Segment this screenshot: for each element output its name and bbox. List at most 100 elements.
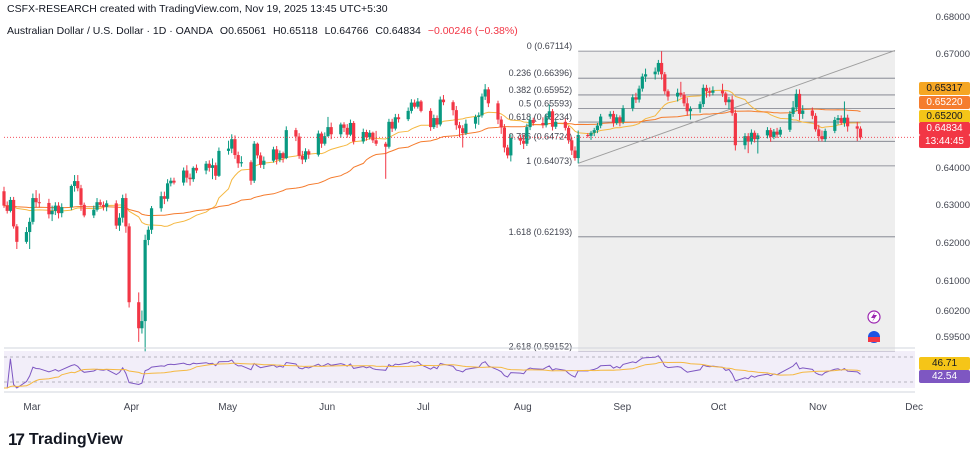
candle-body: [297, 136, 301, 156]
close-value: C0.64834: [375, 25, 421, 37]
candle-body: [416, 101, 420, 107]
candle-body: [284, 130, 288, 159]
price-tick-label: 0.60200: [935, 306, 970, 318]
candle-body: [28, 221, 32, 233]
candle-body: [846, 117, 850, 127]
candle-body: [547, 111, 551, 118]
fib-level-label: 1.618 (0.62193): [509, 227, 573, 237]
candle-body: [621, 108, 625, 122]
candle-body: [412, 102, 417, 107]
candle-body: [281, 153, 285, 159]
candle-body: [794, 93, 798, 108]
price-tick-label: 0.63000: [935, 200, 970, 212]
candle-body: [528, 119, 532, 128]
candle-body: [480, 96, 484, 116]
fib-level-label: 0.786 (0.64724): [509, 131, 573, 141]
candle-body: [704, 87, 709, 92]
candle-body: [743, 136, 747, 146]
candle-body: [724, 93, 728, 103]
candle-body: [371, 132, 375, 141]
candle-body: [188, 177, 192, 180]
rsi-ma-line: [4, 361, 861, 389]
candle-body: [589, 132, 593, 136]
candle-body: [842, 117, 847, 123]
candle-body: [708, 91, 712, 93]
candle-body: [249, 162, 253, 181]
time-tick-label: Dec: [905, 402, 924, 413]
candle-body: [374, 140, 378, 144]
price-tick-label: 0.62000: [935, 238, 970, 250]
chart-credit: CSFX-RESEARCH created with TradingView.c…: [7, 3, 388, 15]
candle-body: [429, 110, 433, 128]
candle-body: [226, 148, 231, 151]
candle-body: [765, 130, 770, 136]
time-tick-label: Mar: [23, 402, 41, 413]
candle-body: [278, 153, 282, 160]
candle-body: [2, 191, 6, 206]
candle-body: [214, 165, 218, 176]
time-tick-label: Oct: [710, 402, 727, 413]
fibonacci-retracement[interactable]: 0 (0.67114) 0.236 (0.66396) 0.382 (0.65952…: [509, 41, 895, 352]
candle-body: [396, 117, 401, 120]
event-icons[interactable]: [867, 310, 881, 343]
candle-body: [550, 111, 555, 127]
candle-body: [252, 143, 256, 181]
time-tick-label: Jun: [319, 402, 336, 413]
candle-body: [637, 88, 641, 100]
candle-body: [631, 97, 635, 109]
price-tag: 0.65220: [919, 96, 970, 109]
candle-body: [146, 229, 150, 240]
candle-body: [833, 119, 837, 131]
fib-level-label: 0.618 (0.65234): [509, 112, 573, 122]
candle-body: [451, 102, 455, 111]
candle-body: [303, 151, 308, 160]
candle-body: [820, 136, 824, 140]
candle-body: [69, 185, 73, 208]
time-tick-label: Jul: [416, 402, 430, 413]
candle-body: [233, 139, 237, 156]
candle-body: [194, 167, 199, 171]
candle-body: [34, 198, 38, 203]
trendline-line: [578, 50, 896, 164]
candle-body: [342, 124, 346, 128]
rsi-tag: 42.54: [919, 370, 970, 383]
candle-body: [92, 209, 96, 216]
candle-body: [775, 131, 779, 135]
candle-body: [634, 97, 638, 100]
candle-body: [615, 117, 619, 123]
candle-body: [676, 92, 680, 97]
candle-body: [47, 202, 51, 215]
candle-body: [105, 203, 109, 207]
candle-body: [509, 138, 513, 156]
candle-body: [127, 226, 131, 303]
ma-slow-line: [3, 108, 861, 216]
tradingview-logo-icon: 17: [8, 430, 25, 449]
fib-level-label: 0.5 (0.65593): [519, 99, 573, 109]
candle-body: [772, 131, 776, 137]
candle-body: [576, 135, 580, 159]
candle-body: [5, 205, 9, 211]
candle-body: [72, 181, 77, 186]
candle-body: [262, 160, 266, 165]
candle-body: [659, 62, 664, 75]
fib-zone-bg: [578, 51, 895, 352]
candle-body: [570, 140, 574, 151]
candle-body: [143, 239, 147, 322]
candle-body: [56, 205, 61, 214]
candle-body: [12, 199, 16, 227]
tradingview-logo[interactable]: 17 TradingView: [8, 430, 123, 450]
candle-body: [368, 132, 372, 138]
candle-body: [797, 93, 802, 114]
candle-body: [137, 302, 141, 329]
fib-level-label: 0.382 (0.65952): [509, 85, 573, 95]
rsi-tag: 46.71: [919, 357, 970, 370]
candle-body: [813, 115, 818, 130]
symbol-name[interactable]: Australian Dollar / U.S. Dollar · 1D · O…: [7, 25, 213, 37]
candle-body: [204, 163, 208, 171]
symbol-legend[interactable]: Australian Dollar / U.S. Dollar · 1D · O…: [7, 25, 522, 37]
trendline[interactable]: [578, 50, 896, 164]
candle-body: [733, 113, 737, 146]
candle-body: [60, 207, 64, 214]
candle-body: [393, 117, 397, 129]
